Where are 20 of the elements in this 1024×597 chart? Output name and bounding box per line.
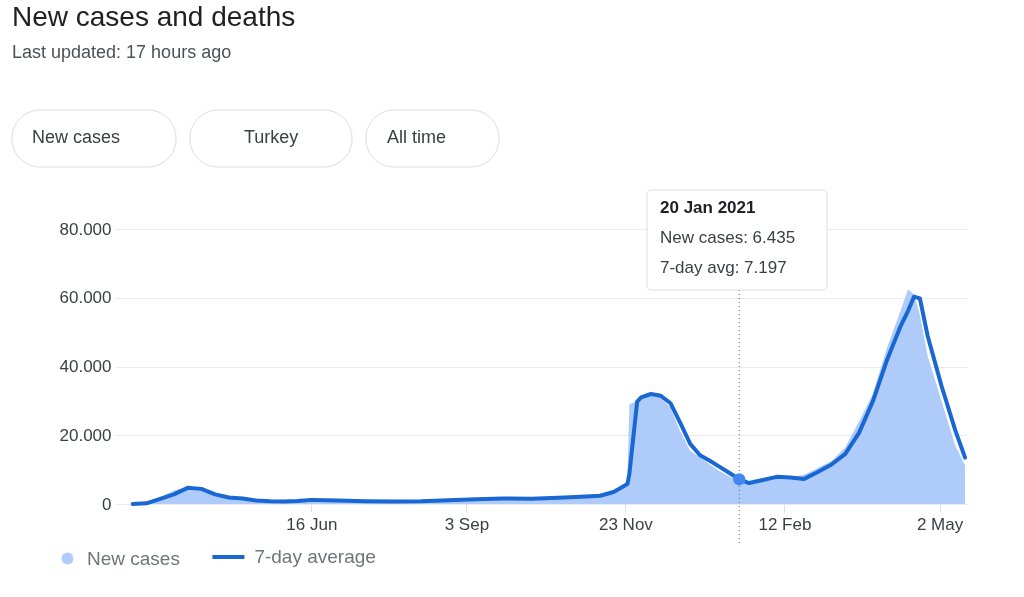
legend-label: 7-day average <box>254 545 376 567</box>
text: 20 Jan 2021 <box>660 198 756 217</box>
y-tick-label: 80.000 <box>59 219 112 239</box>
chart-title: New cases and deaths <box>12 0 296 32</box>
text: All time <box>387 127 447 147</box>
x-tick-label: 2 May <box>916 514 964 534</box>
chart-subtitle: Last updated: 17 hours ago <box>12 41 232 62</box>
y-tick-label: 20.000 <box>59 425 112 445</box>
annotation: 7-day avg: 7.197 <box>660 258 787 277</box>
x-tick-label: 12 Feb <box>758 514 812 534</box>
text: Turkey <box>244 127 299 147</box>
x-tick-label: 23 Nov <box>598 514 654 534</box>
annotation: New cases: 6.435 <box>660 228 796 247</box>
y-tick-label: 60.000 <box>59 288 112 308</box>
legend-label: New cases <box>87 547 180 569</box>
text: New cases <box>32 127 121 147</box>
y-tick-label: 40.000 <box>59 357 112 376</box>
x-tick-label: 16 Jun <box>286 514 338 534</box>
x-tick-label: 3 Sep <box>444 514 490 534</box>
y-tick-label: 0 <box>102 494 112 514</box>
